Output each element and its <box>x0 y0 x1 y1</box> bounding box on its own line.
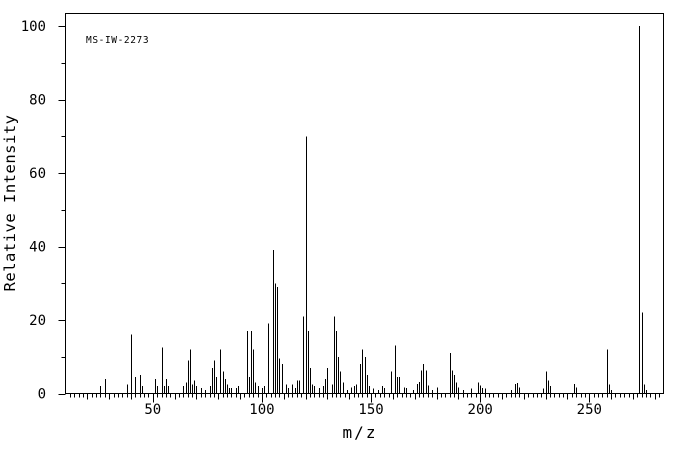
y-axis-tick-label: 40 <box>29 240 46 256</box>
y-axis-title: Relative Intensity <box>1 115 19 292</box>
y-axis-tick-label: 20 <box>29 313 46 329</box>
x-axis-ticks-group: 50 100 150 200 250 <box>70 393 660 418</box>
x-axis-tick-label: 200 <box>468 402 493 418</box>
y-axis-tick-label: 0 <box>38 387 46 403</box>
peak-bars-group <box>100 26 647 394</box>
x-axis-title: m/z <box>343 423 378 442</box>
x-axis-tick-label: 150 <box>358 402 383 418</box>
plot-frame <box>65 13 664 394</box>
x-axis-tick-label: 250 <box>577 402 602 418</box>
spectrum-id-label: MS-IW-2273 <box>86 35 149 46</box>
y-axis-ticks-group: 0 20 40 60 80 100 <box>21 19 66 403</box>
x-axis-tick-label: 100 <box>249 402 274 418</box>
y-axis-tick-label: 60 <box>29 166 46 182</box>
x-axis-tick-label: 50 <box>144 402 161 418</box>
y-axis-tick-label: 100 <box>21 19 46 35</box>
y-axis-tick-label: 80 <box>29 93 46 109</box>
